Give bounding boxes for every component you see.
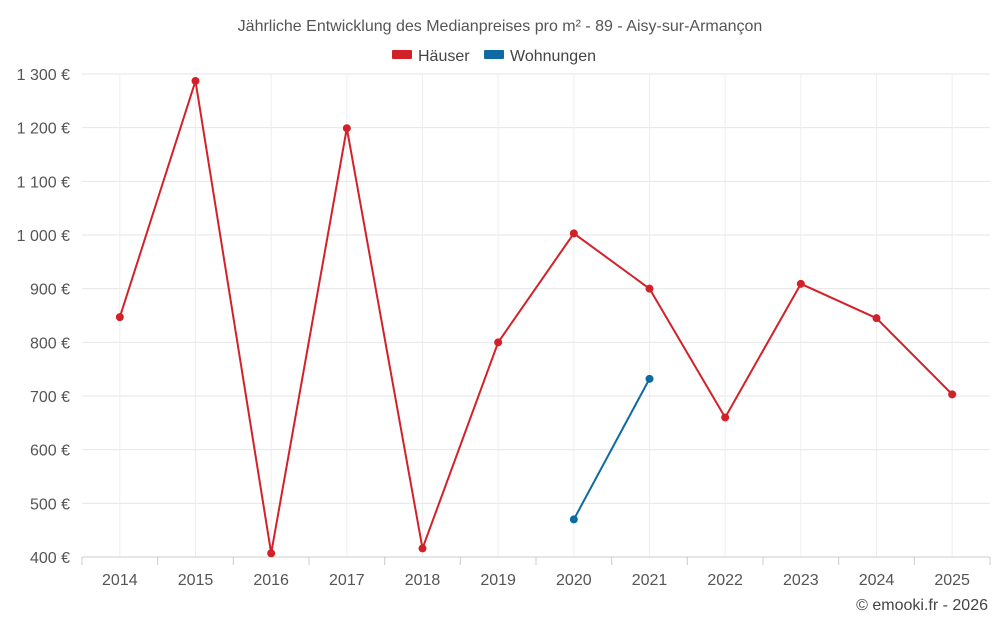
series-haeuser [115,76,957,558]
series-layer [115,76,957,558]
legend: Häuser Wohnungen [392,48,596,65]
legend-item-haeuser[interactable]: Häuser [392,48,470,65]
y-tick-label: 1 100 € [17,174,70,191]
x-tick-label: 2017 [329,572,365,589]
y-tick-label: 400 € [30,550,70,567]
y-tick-label: 900 € [30,282,70,299]
legend-item-wohnungen[interactable]: Wohnungen [484,48,596,65]
legend-label-haeuser: Häuser [418,48,470,65]
data-point-wohnungen-2021[interactable] [645,374,654,383]
credit-text: © emooki.fr - 2026 [856,597,988,614]
series-line-wohnungen [572,378,651,520]
data-point-haeuser-2019[interactable] [494,338,503,347]
x-tick-label: 2016 [253,572,289,589]
data-point-haeuser-2023[interactable] [796,279,805,288]
data-point-haeuser-2022[interactable] [721,413,730,422]
data-point-haeuser-2015[interactable] [191,76,200,85]
x-tick-label: 2014 [102,572,138,589]
data-point-haeuser-2020[interactable] [569,229,578,238]
y-tick-label: 1 000 € [17,228,70,245]
y-tick-label: 1 300 € [17,67,70,84]
data-point-wohnungen-2020[interactable] [569,515,578,524]
data-point-haeuser-2014[interactable] [115,313,124,322]
legend-label-wohnungen: Wohnungen [510,48,596,65]
series-wohnungen [569,374,654,524]
axis-layer: 400 € 500 € 600 € 700 € 800 € 900 € 1 000 € 1 1… [17,67,991,589]
data-point-haeuser-2021[interactable] [645,284,654,293]
x-tick-label: 2015 [178,572,214,589]
x-tick-label: 2018 [405,572,441,589]
grid-layer [82,73,990,557]
data-point-haeuser-2024[interactable] [872,314,881,323]
y-tick-label: 700 € [30,389,70,406]
data-point-haeuser-2017[interactable] [342,124,351,133]
y-tick-label: 800 € [30,335,70,352]
x-tick-label: 2025 [934,572,970,589]
legend-swatch-wohnungen [484,50,504,59]
x-tick-label: 2023 [783,572,819,589]
x-tick-label: 2021 [632,572,668,589]
data-point-haeuser-2016[interactable] [267,549,276,558]
y-tick-label: 1 200 € [17,121,70,138]
legend-swatch-haeuser [392,50,412,59]
x-tick-label: 2020 [556,572,592,589]
data-point-haeuser-2025[interactable] [948,390,957,399]
x-tick-label: 2024 [859,572,895,589]
x-tick-label: 2019 [480,572,516,589]
series-line-haeuser [118,79,953,555]
y-tick-label: 600 € [30,443,70,460]
x-tick-label: 2022 [707,572,743,589]
y-tick-label: 500 € [30,496,70,513]
data-point-haeuser-2018[interactable] [418,544,427,553]
chart-title: Jährliche Entwicklung des Medianpreises … [238,18,763,35]
